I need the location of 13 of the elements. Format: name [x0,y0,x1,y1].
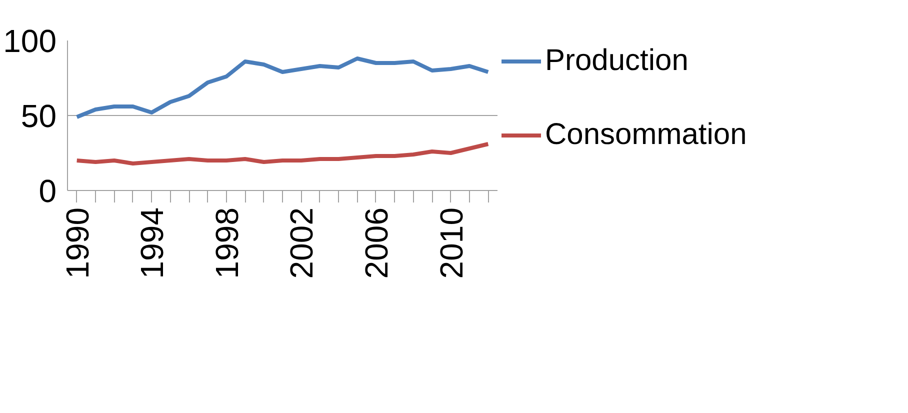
legend-label: Consommation [545,118,748,152]
y-tick-label: 50 [20,98,56,134]
x-tick-label: 1990 [59,208,96,279]
x-tick-label: 2010 [433,208,470,279]
x-tick-label: 1998 [208,208,245,279]
x-tick-label: 1994 [134,208,170,279]
x-tick-label: 2006 [358,208,394,279]
legend-label: Production [545,44,690,78]
y-tick-label: 0 [38,173,56,209]
x-tick-label: 2002 [284,208,320,279]
line-series [74,56,490,119]
line-series [74,142,490,166]
y-tick-label: 100 [3,23,56,59]
